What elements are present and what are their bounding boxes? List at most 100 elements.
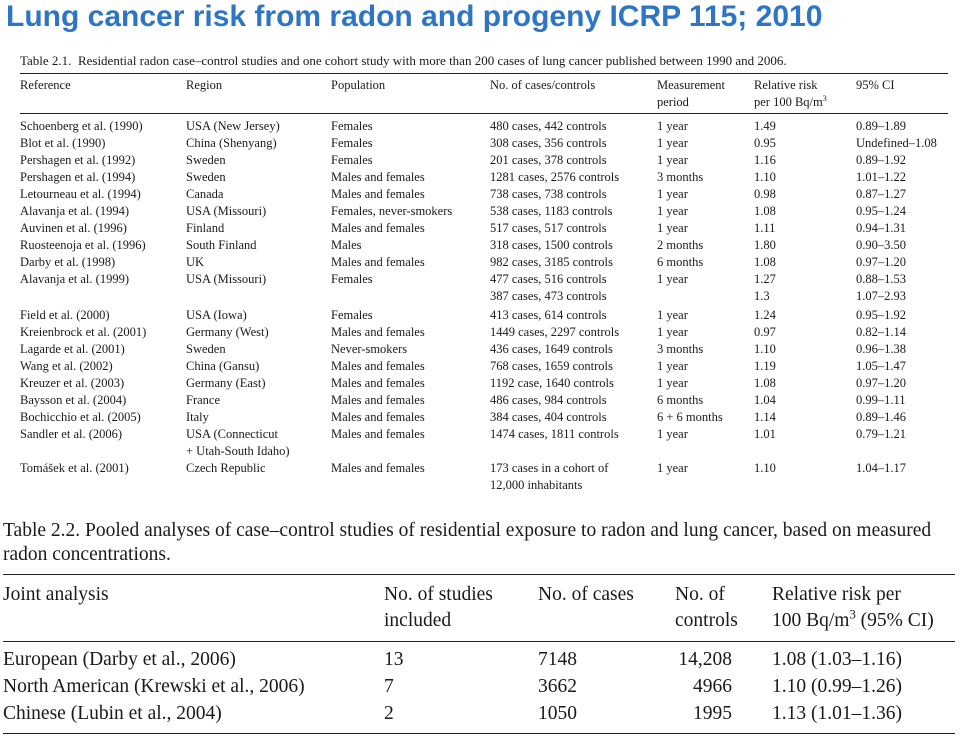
- cell-95-ci: 0.82–1.14: [856, 325, 906, 339]
- cell-reference: Auvinen et al. (1996): [20, 221, 127, 235]
- cell-relative-risk: 1.10: [754, 342, 776, 356]
- cell-95-ci: 0.89–1.92: [856, 153, 906, 167]
- cell-95-ci: 0.79–1.21: [856, 427, 906, 441]
- cell-relative-risk: 1.49: [754, 119, 776, 133]
- table-2-2-top-rule: [3, 574, 955, 575]
- cell-region: USA (Missouri): [186, 272, 267, 286]
- cell-measurement-period: 1 year: [657, 204, 688, 218]
- cell-population: Females: [331, 136, 373, 150]
- cell-relative-risk: 1.24: [754, 308, 776, 322]
- cell-population: Males and females: [331, 393, 425, 407]
- cell-measurement-period: 1 year: [657, 308, 688, 322]
- cell-population: Males and females: [331, 461, 425, 475]
- cell-95-ci: 1.01–1.22: [856, 170, 906, 184]
- cell-cases-controls: 201 cases, 378 controls: [490, 153, 607, 167]
- cell-reference: Ruosteenoja et al. (1996): [20, 238, 146, 252]
- cell-measurement-period: 3 months: [657, 170, 704, 184]
- cell-joint-analysis: Chinese (Lubin et al., 2004): [3, 703, 222, 724]
- cell-relative-risk: 1.08: [754, 255, 776, 269]
- cell-reference: Tomášek et al. (2001): [20, 461, 129, 475]
- cell-95-ci: 1.04–1.17: [856, 461, 906, 475]
- cell-population: Males and females: [331, 427, 425, 441]
- cell-measurement-period: 6 months: [657, 393, 704, 407]
- cell-cases-controls: 477 cases, 516 controls: [490, 272, 607, 286]
- cell-population: Females: [331, 308, 373, 322]
- header-controls-line2: controls: [675, 610, 738, 631]
- cell-95-ci: Undefined–1.08: [856, 136, 937, 150]
- cell-95-ci: 0.97–1.20: [856, 255, 906, 269]
- cell-relative-risk-ci: 1.10 (0.99–1.26): [772, 676, 902, 697]
- cell-95-ci: 1.05–1.47: [856, 359, 906, 373]
- cell-region: China (Gansu): [186, 359, 260, 373]
- cell-population: Females, never-smokers: [331, 204, 453, 218]
- cell-relative-risk: 1.16: [754, 153, 776, 167]
- cell-population: Males and females: [331, 221, 425, 235]
- cell-reference: Letourneau et al. (1994): [20, 187, 141, 201]
- table-2-1-caption-text: Residential radon case–control studies a…: [77, 53, 787, 68]
- cell-relative-risk: 1.01: [754, 427, 776, 441]
- header-95-ci: 95% CI: [856, 78, 895, 92]
- cell-population: Males and females: [331, 187, 425, 201]
- cell-cases-controls: 1474 cases, 1811 controls: [490, 427, 619, 441]
- cell-95-ci: 0.90–3.50: [856, 238, 906, 252]
- cell-relative-risk: 0.98: [754, 187, 776, 201]
- cell-population: Females: [331, 153, 373, 167]
- cell-region: Sweden: [186, 170, 226, 184]
- cell-relative-risk-ci: 1.13 (1.01–1.36): [772, 703, 902, 724]
- header-pooled-rr-sup: 3: [849, 607, 856, 622]
- cell-population: Never-smokers: [331, 342, 408, 356]
- header-region: Region: [186, 78, 223, 92]
- cell-cases-controls: 480 cases, 442 controls: [490, 119, 607, 133]
- cell-95-ci: 0.95–1.24: [856, 204, 906, 218]
- cell-measurement-period: 3 months: [657, 342, 704, 356]
- header-rr-line1: Relative risk: [754, 78, 818, 92]
- cell-measurement-period: 1 year: [657, 119, 688, 133]
- cell-cases-controls: 1449 cases, 2297 controls: [490, 325, 620, 339]
- cell-cases-controls: 486 cases, 984 controls: [490, 393, 607, 407]
- cell-95-ci: 0.87–1.27: [856, 187, 906, 201]
- header-measurement-period: Measurement period: [657, 77, 725, 111]
- cell-relative-risk: 1.3: [754, 289, 770, 303]
- header-pooled-rr-line1: Relative risk per: [772, 584, 901, 605]
- cell-reference: Wang et al. (2002): [20, 359, 113, 373]
- table-2-1-header-rule: [20, 113, 948, 114]
- cell-population: Females: [331, 272, 373, 286]
- cell-no-cases: 3662: [538, 676, 577, 697]
- table-2-1-caption: Table 2.1. Residential radon case–contro…: [20, 52, 955, 70]
- cell-cases-controls: 768 cases, 1659 controls: [490, 359, 613, 373]
- cell-no-controls: 1995: [693, 703, 732, 724]
- cell-region: UK: [186, 255, 205, 269]
- cell-no-studies: 7: [384, 676, 394, 697]
- cell-relative-risk: 1.04: [754, 393, 776, 407]
- cell-cases-controls: 1281 cases, 2576 controls: [490, 170, 620, 184]
- cell-cases-controls: 308 cases, 356 controls: [490, 136, 607, 150]
- cell-measurement-period: 1 year: [657, 272, 688, 286]
- cell-region: Canada: [186, 187, 224, 201]
- cell-measurement-period: 1 year: [657, 359, 688, 373]
- cell-95-ci: 0.96–1.38: [856, 342, 906, 356]
- header-period-line1: Measurement: [657, 78, 726, 92]
- cell-95-ci: 0.97–1.20: [856, 376, 906, 390]
- cell-population: Males and females: [331, 410, 425, 424]
- header-no-controls: No. of controls: [675, 582, 738, 634]
- cell-reference: Sandler et al. (2006): [20, 427, 123, 441]
- cell-region: USA (Missouri): [186, 204, 267, 218]
- cell-cases-controls: 387 cases, 473 controls: [490, 289, 607, 303]
- cell-measurement-period: 1 year: [657, 187, 688, 201]
- cell-95-ci: 1.07–2.93: [856, 289, 906, 303]
- cell-measurement-period: 1 year: [657, 325, 688, 339]
- cell-region: USA (New Jersey): [186, 119, 280, 133]
- cell-region: Sweden: [186, 153, 226, 167]
- cell-region: China (Shenyang): [186, 136, 277, 150]
- cell-reference: Baysson et al. (2004): [20, 393, 127, 407]
- cell-reference: Kreuzer et al. (2003): [20, 376, 125, 390]
- cell-region: Sweden: [186, 342, 226, 356]
- cell-relative-risk: 1.19: [754, 359, 776, 373]
- header-period-line2: period: [657, 95, 689, 109]
- cell-cases-controls: 173 cases in a cohort of 12,000 inhabitan…: [490, 461, 609, 492]
- cell-cases-controls: 384 cases, 404 controls: [490, 410, 607, 424]
- cell-region: Finland: [186, 221, 225, 235]
- cell-reference: Pershagen et al. (1994): [20, 170, 136, 184]
- header-no-cases: No. of cases: [538, 584, 634, 605]
- cell-no-cases: 1050: [538, 703, 577, 724]
